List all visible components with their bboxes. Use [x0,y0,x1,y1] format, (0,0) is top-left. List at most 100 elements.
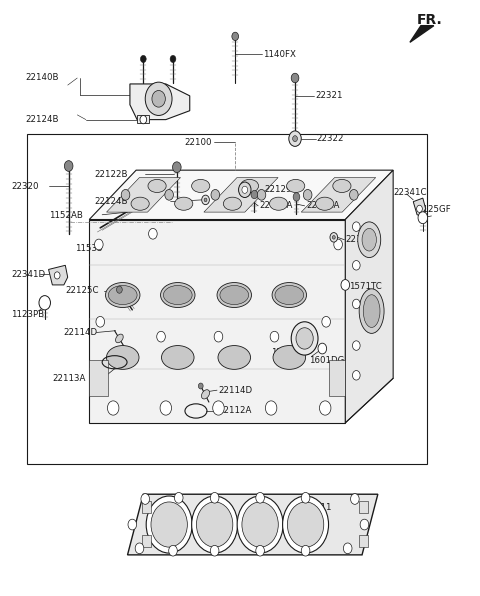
Bar [89,361,108,396]
Circle shape [151,502,187,547]
Ellipse shape [106,283,140,308]
Text: 22125C: 22125C [65,286,99,296]
Ellipse shape [192,179,210,193]
Ellipse shape [108,285,137,305]
Text: 1123PB: 1123PB [11,310,44,319]
Ellipse shape [217,283,252,308]
Text: 22129: 22129 [264,185,291,194]
Circle shape [350,493,359,504]
Circle shape [322,316,330,327]
Circle shape [128,519,137,530]
Circle shape [39,296,50,310]
Polygon shape [204,178,278,212]
Text: 22124C: 22124C [345,235,379,244]
Circle shape [270,331,279,342]
Polygon shape [128,494,378,555]
Circle shape [149,228,157,239]
Ellipse shape [273,346,306,370]
Ellipse shape [131,197,149,210]
Circle shape [141,493,150,504]
Circle shape [135,543,144,554]
Bar [142,535,152,547]
Circle shape [256,545,264,556]
Text: 22311: 22311 [305,503,332,512]
Circle shape [108,401,119,415]
Circle shape [202,195,209,204]
Text: 22124B: 22124B [25,115,59,124]
Ellipse shape [175,197,193,210]
Bar [328,361,345,396]
Ellipse shape [359,289,384,333]
Ellipse shape [287,179,305,193]
Circle shape [265,401,277,415]
Circle shape [320,401,331,415]
Circle shape [140,116,147,124]
Circle shape [160,401,171,415]
Circle shape [293,193,300,201]
Ellipse shape [107,346,139,370]
Text: 22114D: 22114D [63,328,97,337]
Ellipse shape [269,197,288,210]
Ellipse shape [362,228,376,251]
Bar [359,535,368,547]
Circle shape [360,519,369,530]
Circle shape [232,32,239,41]
Polygon shape [89,219,345,423]
Circle shape [152,91,165,107]
Circle shape [242,186,248,193]
Circle shape [291,322,318,355]
Circle shape [146,496,192,553]
Text: 22140B: 22140B [25,73,59,82]
Circle shape [196,502,233,547]
Text: 22113A: 22113A [52,374,86,383]
Circle shape [214,331,223,342]
Polygon shape [410,26,434,42]
Text: 22122B: 22122B [94,170,128,179]
Ellipse shape [272,283,307,308]
Text: 11533: 11533 [75,244,102,253]
Circle shape [352,222,360,231]
Circle shape [210,545,219,556]
Circle shape [296,328,313,349]
Circle shape [349,190,358,200]
Circle shape [289,131,301,147]
Bar [142,501,152,513]
Ellipse shape [161,346,194,370]
Ellipse shape [333,179,351,193]
Text: 1573GE: 1573GE [271,348,305,357]
Bar [27,135,427,464]
Polygon shape [89,170,393,219]
Polygon shape [48,265,68,285]
Circle shape [237,496,283,553]
Circle shape [332,235,335,239]
Text: 22100: 22100 [185,138,212,147]
Text: 22114D: 22114D [218,386,252,395]
Polygon shape [413,198,426,216]
Circle shape [301,545,310,556]
Circle shape [54,272,60,279]
Circle shape [330,232,337,242]
Text: 22341D: 22341D [11,270,45,279]
Ellipse shape [358,222,381,257]
Circle shape [242,502,278,547]
Circle shape [204,198,207,201]
Ellipse shape [148,179,166,193]
Ellipse shape [116,334,123,343]
Text: 22320: 22320 [11,182,39,191]
Bar [359,501,368,513]
Text: 22112A: 22112A [218,406,252,415]
Ellipse shape [240,179,259,193]
Ellipse shape [316,197,334,210]
Circle shape [121,190,130,200]
Circle shape [172,162,181,172]
Text: 22125A: 22125A [259,201,292,210]
Circle shape [341,280,349,290]
Text: 22321: 22321 [316,91,343,100]
Ellipse shape [363,295,380,327]
Circle shape [117,286,122,293]
Circle shape [334,239,342,250]
Circle shape [301,492,310,503]
Circle shape [170,55,176,63]
Circle shape [145,82,172,116]
Circle shape [352,299,360,309]
